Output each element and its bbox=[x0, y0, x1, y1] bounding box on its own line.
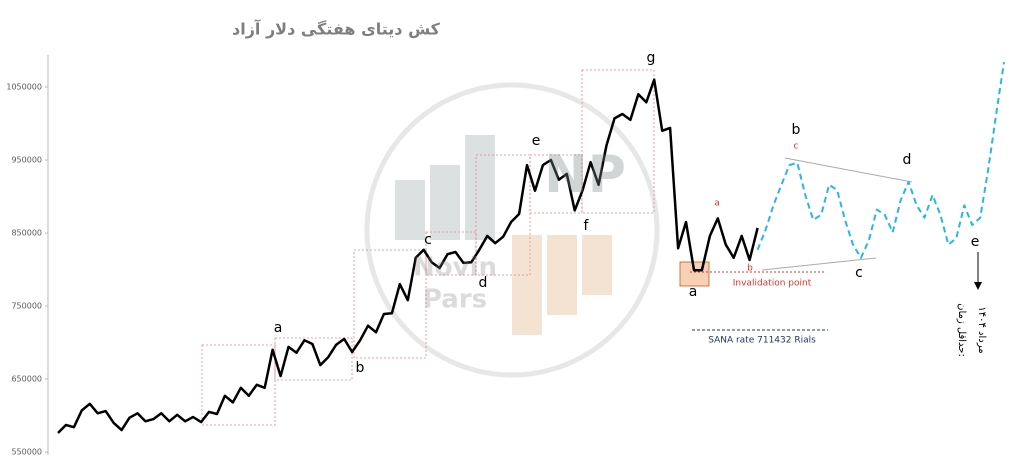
annotation: c bbox=[424, 232, 432, 248]
arrow-head bbox=[974, 282, 982, 290]
annotation: b bbox=[747, 264, 753, 274]
y-tick-label: 1050000 bbox=[6, 83, 42, 92]
annotation: c bbox=[794, 142, 799, 152]
watermark bbox=[364, 82, 660, 378]
watermark-bar bbox=[512, 235, 542, 335]
y-tick-label: 950000 bbox=[11, 156, 42, 165]
annotation: f bbox=[584, 218, 590, 234]
annotation: a bbox=[689, 284, 698, 300]
y-tick-label: 850000 bbox=[11, 229, 42, 238]
annotation: مرداد ۱۴۰۴ bbox=[976, 306, 987, 353]
annotation: d bbox=[479, 275, 488, 291]
annotation: a bbox=[274, 320, 283, 336]
wave-box bbox=[353, 249, 427, 359]
chart-title: کش دیتای هفتگی دلار آزاد bbox=[232, 19, 441, 39]
annotation: Invalidation point bbox=[733, 279, 812, 289]
annotation: b bbox=[356, 360, 365, 376]
annotation: Pars bbox=[423, 285, 487, 315]
wave-box bbox=[475, 154, 531, 276]
y-tick-label: 550000 bbox=[11, 448, 42, 457]
annotation: NP bbox=[544, 145, 626, 205]
trend-line bbox=[761, 257, 877, 271]
trend-line bbox=[784, 157, 913, 183]
watermark-bar bbox=[395, 180, 425, 240]
annotation: a bbox=[714, 199, 720, 209]
y-tick-label: 650000 bbox=[11, 375, 42, 384]
watermark-circle bbox=[364, 82, 660, 378]
annotation: e bbox=[532, 133, 541, 149]
series-line bbox=[57, 78, 759, 434]
annotation: e bbox=[971, 234, 980, 250]
annotation: SANA rate 711432 Rials bbox=[708, 336, 816, 346]
annotation: d bbox=[903, 152, 912, 168]
annotation: b bbox=[792, 122, 801, 138]
wave-box bbox=[581, 69, 655, 214]
y-tick-label: 750000 bbox=[11, 302, 42, 311]
annotation: حداقل زمان: bbox=[956, 303, 967, 357]
series-line bbox=[756, 62, 1005, 259]
annotation: Novin bbox=[413, 253, 497, 283]
watermark-bar bbox=[582, 235, 612, 295]
watermark-bar bbox=[465, 135, 495, 240]
wave-box bbox=[201, 344, 276, 426]
annotation: c bbox=[855, 265, 863, 281]
annotation: g bbox=[647, 50, 656, 66]
watermark-bar bbox=[430, 165, 460, 240]
watermark-bar bbox=[547, 235, 577, 315]
